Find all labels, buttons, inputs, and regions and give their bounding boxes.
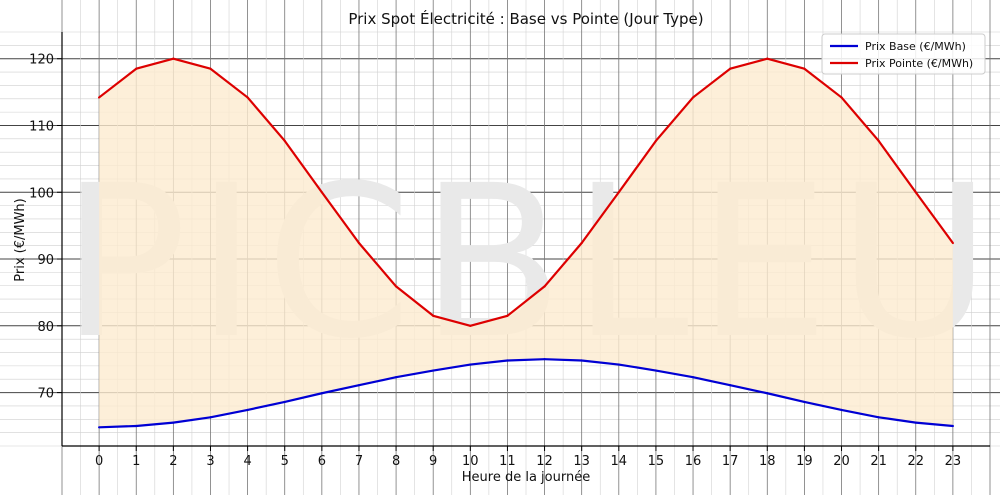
series-pointe [98, 57, 954, 327]
series-segment [580, 191, 620, 245]
series-segment [877, 416, 917, 424]
series-segment [394, 285, 435, 317]
series-segment [209, 408, 249, 419]
series-segment [172, 57, 212, 70]
x-tick-label: 5 [281, 454, 289, 469]
series-segment [729, 384, 769, 395]
axes-layer [61, 32, 990, 447]
x-tick-label: 15 [648, 454, 665, 469]
y-tick-label: 120 [29, 53, 54, 68]
series-segment [506, 285, 546, 317]
y-tick-label: 70 [37, 387, 54, 402]
series-segment [394, 369, 435, 379]
series-segment [766, 57, 806, 70]
y-tick-label: 90 [37, 253, 54, 268]
x-tick-label: 13 [573, 454, 590, 469]
series-base [98, 358, 954, 429]
x-tick-label: 18 [759, 454, 776, 469]
x-tick-label: 9 [429, 454, 437, 469]
legend-label-pointe: Prix Pointe (€/MWh) [865, 57, 973, 70]
y-axis-label: Prix (€/MWh) [13, 198, 28, 282]
y-tick-label: 110 [29, 119, 54, 134]
x-tick-label: 6 [318, 454, 326, 469]
x-tick-label: 12 [536, 454, 553, 469]
x-tick-label: 8 [392, 454, 400, 469]
chart-title: Prix Spot Électricité : Base vs Pointe (… [348, 9, 703, 28]
series-segment [357, 376, 398, 387]
series-segment [543, 358, 583, 362]
series-segment [98, 424, 138, 429]
series-segment [543, 241, 583, 288]
x-tick-label: 21 [870, 454, 887, 469]
x-tick-label: 20 [833, 454, 850, 469]
fill-between-area [99, 58, 953, 428]
x-tick-label: 2 [169, 454, 177, 469]
series-segment [246, 96, 286, 142]
x-tick-label: 11 [499, 454, 516, 469]
series-segment [654, 369, 695, 379]
series-segment [246, 400, 286, 412]
series-segment [729, 57, 769, 70]
series-segment [135, 57, 175, 70]
x-axis-label: Heure de la journée [462, 470, 590, 485]
legend-box [821, 33, 986, 75]
series-segment [877, 139, 917, 194]
x-tick-label: 3 [206, 454, 214, 469]
x-tick-label: 17 [722, 454, 739, 469]
series-segment [506, 358, 546, 362]
series-segment [135, 421, 175, 428]
series-segment [320, 384, 361, 395]
series-segment [803, 400, 843, 412]
series-segment [691, 67, 732, 99]
series-segment [766, 392, 806, 404]
series-segment [654, 96, 695, 142]
x-tick-label: 10 [462, 454, 479, 469]
x-tick-label: 22 [907, 454, 924, 469]
series-segment [617, 139, 658, 194]
series-segment [432, 363, 472, 372]
fill-layer [99, 58, 953, 428]
y-tick-label: 80 [37, 320, 54, 335]
series-segment [357, 241, 398, 288]
x-tick-label: 4 [243, 454, 251, 469]
x-tick-label: 23 [945, 454, 962, 469]
x-tick-label: 19 [796, 454, 813, 469]
legend: Prix Base (€/MWh) Prix Pointe (€/MWh) [821, 33, 986, 75]
x-tick-label: 1 [132, 454, 140, 469]
x-tick-label: 16 [685, 454, 702, 469]
series-segment [209, 67, 249, 99]
series-segment [469, 359, 509, 366]
series-segment [283, 392, 323, 404]
series-segment [840, 96, 880, 142]
series-segment [617, 363, 658, 372]
series-segment [469, 314, 509, 327]
x-tick-label: 14 [611, 454, 628, 469]
series-segment [283, 139, 323, 194]
x-tick-label: 0 [95, 454, 103, 469]
legend-label-base: Prix Base (€/MWh) [865, 40, 966, 53]
series-segment [914, 421, 954, 428]
series-segment [691, 376, 732, 387]
series-segment [914, 191, 954, 245]
series-segment [803, 67, 843, 99]
series-layer [98, 57, 954, 429]
series-segment [172, 416, 212, 424]
series-segment [432, 314, 472, 327]
series-segment [320, 191, 361, 245]
series-segment [98, 67, 138, 99]
series-segment [840, 408, 880, 419]
x-tick-label: 7 [355, 454, 363, 469]
y-tick-label: 100 [29, 186, 54, 201]
series-segment [580, 359, 620, 366]
